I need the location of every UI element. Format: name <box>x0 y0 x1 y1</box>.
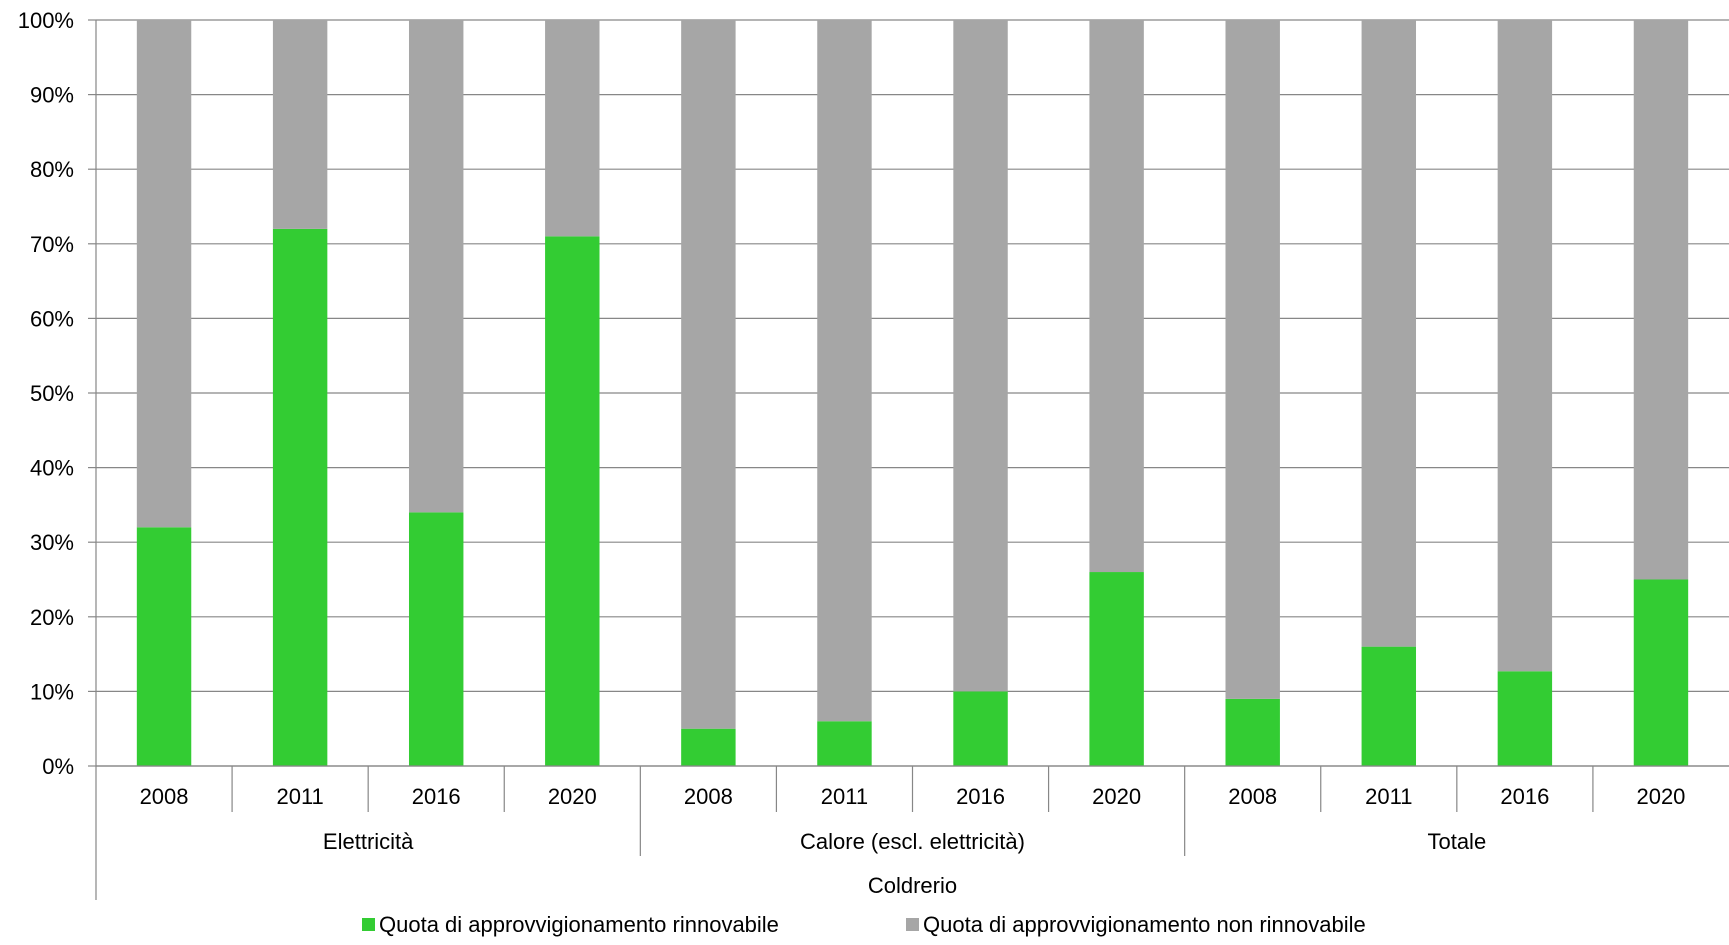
bar-non-rinnovabile <box>1633 20 1689 580</box>
x-group-label: Calore (escl. elettricità) <box>800 829 1025 854</box>
x-category-label: 2011 <box>1365 784 1412 809</box>
y-tick-label: 80% <box>30 157 74 182</box>
bar-non-rinnovabile <box>136 20 192 528</box>
x-group-label: Elettricità <box>323 829 414 854</box>
x-category-label: 2016 <box>956 784 1005 809</box>
bar-non-rinnovabile <box>681 20 736 729</box>
x-category-label: 2016 <box>1500 784 1549 809</box>
bar-non-rinnovabile <box>408 20 464 513</box>
bar-rinnovabile <box>1497 671 1553 766</box>
bar-non-rinnovabile <box>1497 20 1553 672</box>
x-category-label: 2008 <box>140 784 189 809</box>
bar-non-rinnovabile <box>545 20 600 237</box>
bar-rinnovabile <box>817 721 872 766</box>
bar-rinnovabile <box>1089 572 1144 766</box>
x-category-label: 2008 <box>1228 784 1277 809</box>
bar-rinnovabile <box>136 527 192 766</box>
legend-swatch <box>362 918 375 931</box>
y-tick-label: 10% <box>30 679 74 704</box>
x-group-label: Totale <box>1427 829 1486 854</box>
bar-non-rinnovabile <box>1361 20 1417 647</box>
y-tick-label: 20% <box>30 605 74 630</box>
bar-rinnovabile <box>408 512 464 766</box>
y-tick-label: 60% <box>30 306 74 331</box>
legend-label: Quota di approvvigionamento rinnovabile <box>379 912 779 937</box>
bar-rinnovabile <box>545 236 600 767</box>
bar-rinnovabile <box>272 228 328 766</box>
bar-rinnovabile <box>1361 646 1417 766</box>
y-tick-label: 30% <box>30 530 74 555</box>
bar-rinnovabile <box>1633 579 1689 766</box>
x-category-label: 2008 <box>684 784 733 809</box>
bar-non-rinnovabile <box>1225 20 1280 699</box>
bar-non-rinnovabile <box>272 20 328 229</box>
bar-non-rinnovabile <box>817 20 872 722</box>
x-category-label: 2011 <box>821 784 868 809</box>
x-category-label: 2016 <box>412 784 461 809</box>
y-tick-label: 70% <box>30 232 74 257</box>
bar-non-rinnovabile <box>953 20 1008 692</box>
bar-rinnovabile <box>1225 698 1280 766</box>
x-category-label: 2020 <box>548 784 597 809</box>
bar-non-rinnovabile <box>1089 20 1144 573</box>
legend-label: Quota di approvvigionamento non rinnovab… <box>923 912 1366 937</box>
bar-rinnovabile <box>953 691 1008 766</box>
bar-rinnovabile <box>681 728 736 766</box>
legend-swatch <box>906 918 919 931</box>
x-category-label: 2020 <box>1092 784 1141 809</box>
y-tick-label: 40% <box>30 456 74 481</box>
y-tick-label: 50% <box>30 381 74 406</box>
x-category-label: 2020 <box>1636 784 1685 809</box>
x-top-group-label: Coldrerio <box>868 873 957 898</box>
x-category-label: 2011 <box>276 784 323 809</box>
y-tick-label: 90% <box>30 83 74 108</box>
y-tick-label: 100% <box>18 8 74 33</box>
y-tick-label: 0% <box>42 754 74 779</box>
